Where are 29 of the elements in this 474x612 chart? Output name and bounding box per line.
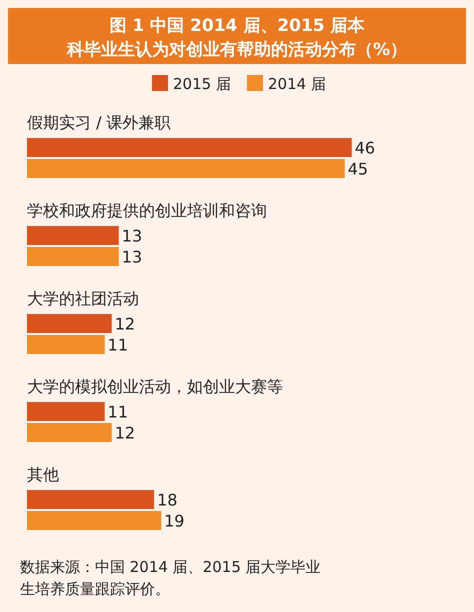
data-label: 18 — [157, 490, 178, 510]
y-tick-label: 学校和政府提供的创业培训和咨询 — [27, 201, 267, 220]
data-label: 12 — [114, 314, 136, 334]
bar — [27, 314, 112, 333]
data-label: 11 — [108, 336, 128, 354]
bar — [27, 138, 352, 157]
bar — [27, 402, 105, 421]
y-tick-label: 大学的社团活动 — [27, 289, 139, 308]
bar — [27, 226, 119, 245]
y-tick-label: 大学的模拟创业活动，如创业大赛等 — [27, 377, 283, 396]
y-tick-label: 假期实习 / 课外兼职 — [27, 113, 171, 132]
data-label: 12 — [114, 424, 136, 442]
data-label: 11 — [108, 402, 128, 422]
data-label: 13 — [122, 248, 142, 266]
data-label: 46 — [354, 138, 376, 158]
legend-label: 2014 届 — [268, 75, 326, 93]
data-label: 45 — [348, 160, 368, 178]
bar — [27, 247, 119, 266]
bar — [27, 423, 112, 442]
bar — [27, 490, 154, 509]
legend-label: 2015 届 — [173, 75, 231, 93]
source-note: 数据来源：中国 2014 届、2015 届大学毕业生培养质量跟踪评价。 — [20, 558, 321, 598]
bar — [27, 511, 162, 530]
chart-title: 图 1 中国 2014 届、2015 届本科毕业生认为对创业有帮助的活动分布（%） — [66, 16, 408, 60]
bar — [27, 159, 345, 178]
y-tick-label: 其他 — [27, 465, 59, 484]
data-label: 13 — [122, 226, 142, 246]
data-label: 19 — [164, 512, 184, 530]
bar — [27, 335, 105, 354]
